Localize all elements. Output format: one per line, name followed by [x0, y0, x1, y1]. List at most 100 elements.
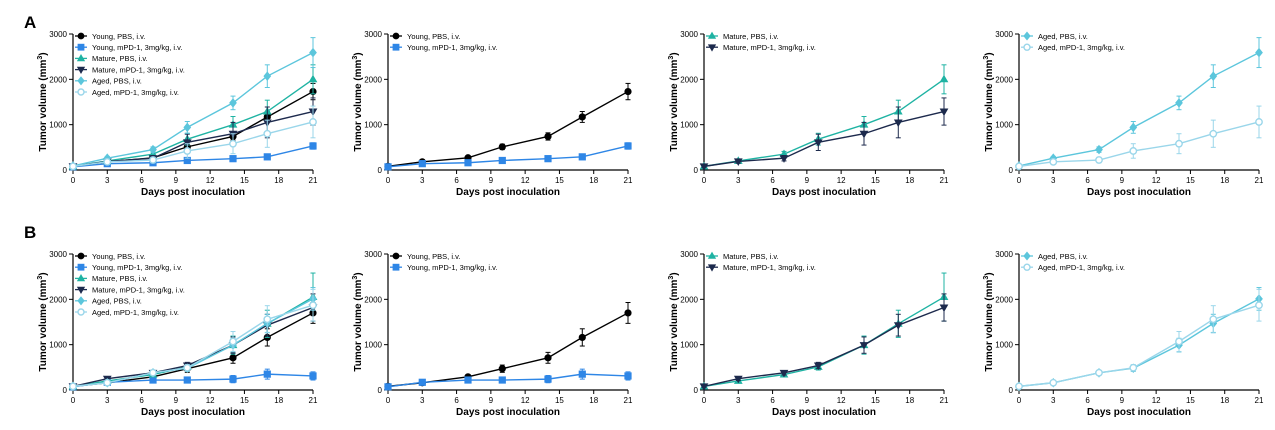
x-tick-label: 6	[770, 176, 775, 185]
data-point	[1209, 129, 1218, 138]
data-point	[182, 139, 192, 147]
x-tick-label: 18	[905, 176, 914, 185]
chart-a4: 0 1000 2000 3000 0 3 6 9 12 15 18 21 Days post inocu…	[983, 30, 1264, 198]
series-line	[703, 110, 945, 168]
legend-marker	[707, 44, 717, 52]
y-tick-label: 2000	[995, 75, 1013, 84]
data-point	[544, 132, 552, 141]
x-tick-label: 0	[702, 176, 707, 185]
y-tick-label: 3000	[995, 250, 1013, 259]
y-tick-label: 3000	[364, 250, 382, 259]
legend-label: Young, mPD-1, 3mg/kg, i.v.	[92, 263, 182, 272]
legend: Young, PBS, i.v. Young, mPD-1, 3mg/kg, i.…	[75, 32, 185, 97]
x-tick-label: 18	[1220, 176, 1229, 185]
x-tick-label: 15	[871, 396, 880, 405]
x-axis-label: Days post inoculation	[456, 187, 560, 198]
legend-label: Mature, PBS, i.v.	[92, 54, 148, 63]
legend-label: Young, PBS, i.v.	[92, 32, 145, 41]
legend-marker	[392, 43, 400, 51]
x-tick-label: 0	[702, 396, 707, 405]
x-tick-label: 12	[206, 396, 215, 405]
x-tick-label: 12	[521, 176, 530, 185]
y-tick-label: 0	[378, 166, 383, 175]
y-tick-label: 0	[694, 386, 699, 395]
x-tick-label: 18	[589, 396, 598, 405]
x-axis-label: Days post inoculation	[772, 407, 876, 418]
x-tick-label: 6	[454, 396, 459, 405]
data-point	[464, 159, 472, 167]
y-tick-label: 0	[694, 166, 699, 175]
data-point	[69, 382, 77, 391]
data-point	[229, 155, 237, 163]
x-tick-label: 3	[420, 396, 425, 405]
data-point	[149, 376, 157, 384]
y-axis-label: Tumor volume (mm3)	[983, 272, 995, 371]
y-tick-label: 0	[1009, 166, 1014, 175]
x-tick-label: 18	[274, 176, 283, 185]
y-tick-label: 2000	[364, 75, 382, 84]
data-point	[544, 375, 552, 383]
data-point	[1049, 378, 1058, 387]
legend-label: Young, PBS, i.v.	[92, 252, 145, 261]
legend-marker	[1023, 263, 1031, 271]
data-point	[733, 158, 743, 167]
y-tick-label: 3000	[680, 30, 698, 39]
legend: Young, PBS, i.v. Young, mPD-1, 3mg/kg, i.…	[390, 32, 497, 52]
x-tick-label: 15	[240, 176, 249, 185]
data-point	[733, 375, 743, 384]
series-mature_pbs	[699, 272, 949, 390]
legend: Aged, PBS, i.v. Aged, mPD-1, 3mg/kg, i.v.	[1021, 31, 1125, 52]
data-point	[544, 354, 552, 362]
data-point	[779, 155, 789, 163]
x-tick-label: 21	[1255, 396, 1264, 405]
legend: Aged, PBS, i.v. Aged, mPD-1, 3mg/kg, i.v.	[1021, 251, 1125, 272]
panel-label-b: B	[24, 223, 36, 242]
data-point	[1255, 118, 1263, 126]
data-point	[498, 376, 506, 384]
data-point	[149, 156, 157, 164]
x-tick-label: 9	[805, 176, 810, 185]
legend-marker	[76, 273, 86, 282]
data-point	[779, 369, 789, 378]
y-axis-label: Tumor volume (mm3)	[668, 272, 680, 371]
series-mature_pd1	[699, 293, 949, 392]
data-point	[624, 309, 632, 317]
y-axis-label: Tumor volume (mm3)	[37, 272, 49, 371]
legend-label: Mature, mPD-1, 3mg/kg, i.v.	[723, 43, 816, 52]
series-aged_pd1	[69, 105, 317, 171]
legend-label: Young, mPD-1, 3mg/kg, i.v.	[407, 263, 497, 272]
data-point	[859, 342, 869, 350]
data-point	[1129, 122, 1138, 133]
legend-marker	[1023, 31, 1031, 41]
legend: Mature, PBS, i.v. Mature, mPD-1, 3mg/kg, …	[706, 31, 816, 52]
y-tick-label: 1000	[49, 121, 67, 130]
data-point	[149, 144, 157, 155]
y-axis-label: Tumor volume (mm3)	[668, 52, 680, 151]
data-point	[1015, 162, 1023, 171]
legend-label: Mature, PBS, i.v.	[723, 32, 779, 41]
legend-marker	[77, 32, 85, 40]
y-tick-label: 1000	[995, 341, 1013, 350]
x-axis-label: Days post inoculation	[141, 187, 245, 198]
x-tick-label: 18	[1220, 396, 1229, 405]
legend-marker	[1023, 251, 1031, 261]
series-young_pbs	[384, 302, 632, 390]
series-mature_pd1	[699, 97, 949, 172]
y-tick-label: 3000	[49, 30, 67, 39]
y-axis-label: Tumor volume (mm3)	[352, 52, 364, 151]
y-tick-label: 3000	[995, 30, 1013, 39]
data-point	[384, 163, 392, 171]
data-point	[1175, 337, 1183, 346]
legend-label: Aged, mPD-1, 3mg/kg, i.v.	[92, 88, 179, 97]
x-tick-label: 0	[386, 176, 391, 185]
data-point	[624, 142, 632, 150]
x-tick-label: 3	[105, 176, 110, 185]
y-axis-label: Tumor volume (mm3)	[983, 52, 995, 151]
data-point	[1209, 71, 1218, 81]
x-tick-label: 9	[489, 396, 494, 405]
data-point	[183, 363, 192, 372]
x-tick-label: 3	[1051, 176, 1056, 185]
x-tick-label: 18	[905, 396, 914, 405]
x-tick-label: 21	[309, 176, 318, 185]
y-axis-label: Tumor volume (mm3)	[37, 52, 49, 151]
